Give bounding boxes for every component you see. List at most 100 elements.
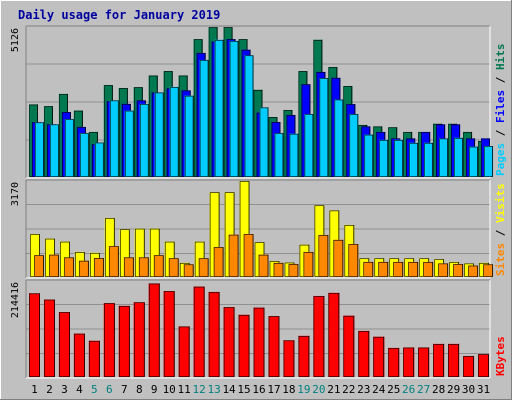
bar-outline <box>334 99 344 177</box>
bar-pages-day-1 <box>35 122 44 177</box>
bar-pages-day-15 <box>244 55 254 177</box>
bar-kbytes-day-27 <box>418 347 430 377</box>
day-21-bars <box>328 292 340 377</box>
bar-outline <box>408 262 418 277</box>
day-4-bars <box>74 251 89 277</box>
bar-fill <box>313 295 325 377</box>
bar-outline <box>319 78 329 177</box>
x-tick-label: 19 <box>297 383 310 396</box>
bar-fill <box>48 254 59 277</box>
bar-outline <box>363 262 374 277</box>
bar-pages-day-3 <box>64 119 74 177</box>
bar-pages-day-21 <box>334 99 344 177</box>
bar-outline <box>124 257 134 277</box>
x-tick-label: 31 <box>477 383 490 396</box>
bar-fill <box>29 293 40 377</box>
bar-outline <box>273 262 284 277</box>
day-31-bars <box>478 354 490 377</box>
bar-kbytes-day-19 <box>298 335 310 377</box>
bar-fill <box>243 233 254 277</box>
bar-outline <box>454 137 463 177</box>
bar-kbytes-day-4 <box>73 333 85 377</box>
day-26-bars <box>404 258 419 277</box>
x-tick-label: 4 <box>76 383 83 396</box>
bar-fill <box>448 343 460 377</box>
bar-fill <box>134 228 145 277</box>
bar-outline <box>34 255 44 277</box>
bar-outline <box>463 356 474 377</box>
bar-kbytes-day-26 <box>403 347 415 377</box>
day-5-bars <box>88 340 100 377</box>
bar-pages-day-25 <box>394 139 404 177</box>
bar-outline <box>35 122 44 177</box>
bar-fill <box>333 239 344 277</box>
bar-pages-day-20 <box>319 78 329 177</box>
bar-sites-day-11 <box>183 264 194 277</box>
bar-kbytes-day-13 <box>208 291 220 377</box>
bar-outline <box>193 286 205 377</box>
bar-kbytes-day-12 <box>193 286 205 377</box>
bar-outline <box>213 247 224 277</box>
bar-pages-day-2 <box>49 124 59 177</box>
bar-visits-day-9 <box>149 228 160 277</box>
bar-outline <box>109 246 119 277</box>
bar-fill <box>258 254 269 277</box>
day-6-bars <box>104 217 119 277</box>
bar-outline <box>148 283 160 377</box>
y-max-label: 5126 <box>10 28 21 52</box>
day-15-bars <box>238 314 250 377</box>
bar-fill <box>178 326 190 377</box>
bar-sites-day-24 <box>378 261 389 277</box>
day-4-bars <box>73 333 85 377</box>
bar-kbytes-day-22 <box>343 315 355 377</box>
day-22-bars <box>343 315 355 377</box>
bar-kbytes-day-15 <box>238 314 250 377</box>
day-14-bars <box>224 192 239 277</box>
x-tick-label: 10 <box>163 383 176 396</box>
day-21-bars <box>329 210 344 277</box>
bar-fill <box>124 110 134 177</box>
bar-outline <box>453 264 463 277</box>
bar-fill <box>149 228 160 277</box>
bar-kbytes-day-25 <box>388 347 400 377</box>
bar-fill <box>43 299 55 377</box>
bar-pages-day-6 <box>109 100 119 177</box>
bar-fill <box>403 347 415 377</box>
bar-fill <box>288 263 299 277</box>
bar-outline <box>318 235 329 277</box>
bar-fill <box>34 255 44 277</box>
bar-fill <box>468 265 479 277</box>
day-1-bars <box>30 233 44 277</box>
bar-fill <box>229 40 239 178</box>
bar-outline <box>139 104 149 177</box>
day-23-bars <box>358 330 370 377</box>
series-legend-label: Sites / Visits <box>494 183 507 276</box>
bar-outline <box>298 336 310 377</box>
bar-kbytes-day-17 <box>268 316 280 377</box>
day-14-bars <box>223 307 235 377</box>
bar-outline <box>274 133 284 177</box>
series-legend-label: KBytes <box>494 336 507 376</box>
bar-outline <box>65 119 74 177</box>
day-11-bars <box>178 75 194 177</box>
day-1-bars <box>29 293 40 377</box>
x-tick-label: 23 <box>357 383 370 396</box>
bar-outline <box>133 302 145 377</box>
bar-pages-day-30 <box>469 146 479 177</box>
bar-pages-day-14 <box>229 40 239 178</box>
bar-kbytes-day-23 <box>358 330 370 377</box>
bar-outline <box>484 146 493 177</box>
bar-fill <box>168 258 179 277</box>
bar-fill <box>88 340 100 377</box>
day-27-bars <box>418 131 434 177</box>
bar-fill <box>283 340 295 377</box>
x-tick-label: 11 <box>178 383 191 396</box>
bar-outline <box>50 124 59 177</box>
day-25-bars <box>388 127 404 177</box>
day-7-bars <box>118 305 130 377</box>
bar-fill <box>348 243 359 277</box>
bar-fill <box>349 114 359 177</box>
bar-sites-day-10 <box>168 258 179 277</box>
bar-fill <box>148 283 160 377</box>
bar-kbytes-day-24 <box>373 336 385 377</box>
